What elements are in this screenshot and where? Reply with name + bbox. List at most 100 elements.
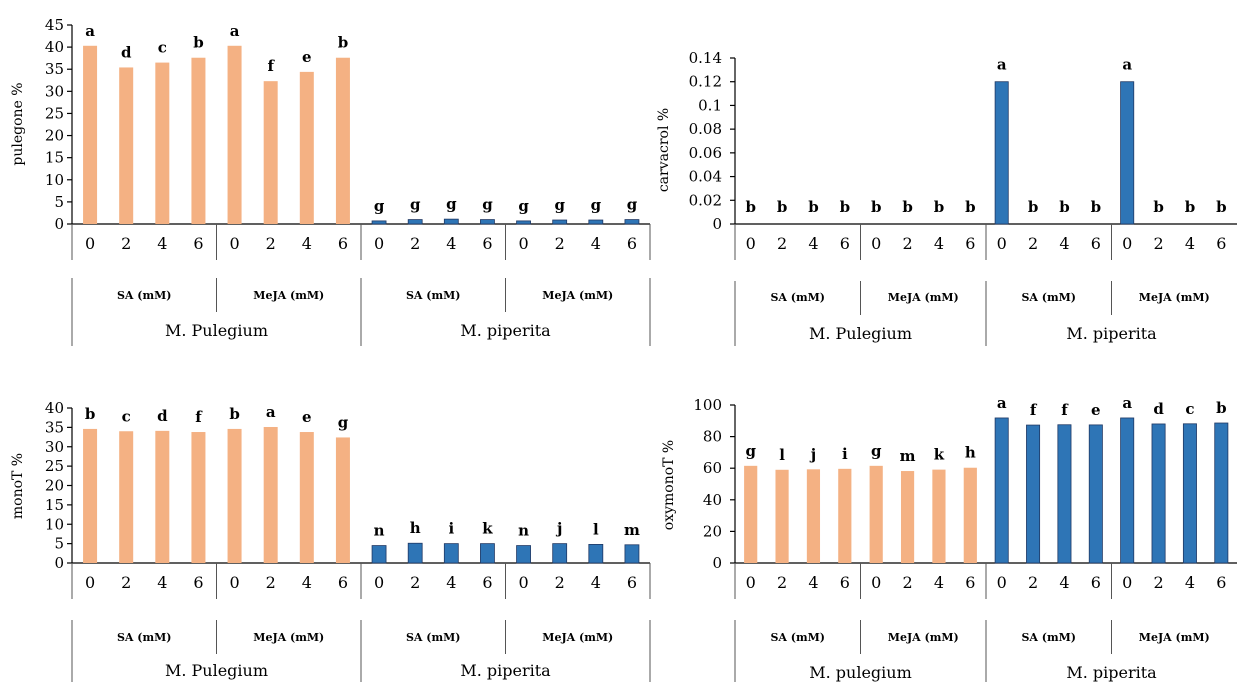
bar bbox=[263, 81, 278, 224]
significance-letter: b bbox=[902, 198, 913, 216]
category-tick-label: 0 bbox=[374, 234, 384, 253]
bar bbox=[83, 45, 98, 225]
bar bbox=[407, 542, 423, 564]
category-tick-label: 4 bbox=[157, 573, 167, 592]
significance-letter: b bbox=[965, 198, 976, 216]
significance-letter: i bbox=[448, 520, 454, 538]
significance-letter: b bbox=[1216, 198, 1227, 216]
bar bbox=[963, 467, 977, 563]
bar bbox=[227, 45, 242, 225]
significance-letter: a bbox=[266, 403, 276, 421]
significance-letter: a bbox=[85, 22, 95, 40]
significance-letter: g bbox=[482, 196, 493, 214]
significance-letter: d bbox=[121, 43, 132, 61]
category-tick-label: 0 bbox=[374, 573, 384, 592]
category-tick-label: 2 bbox=[1028, 573, 1038, 592]
category-tick-label: 0 bbox=[518, 234, 528, 253]
significance-letter: c bbox=[1185, 400, 1194, 418]
category-tick-label: 6 bbox=[840, 234, 850, 253]
y-tick-label: 10 bbox=[45, 515, 64, 533]
bar bbox=[371, 545, 387, 564]
category-tick-label: 0 bbox=[746, 234, 756, 253]
category-tick-label: 2 bbox=[902, 573, 912, 592]
significance-letter: c bbox=[158, 39, 167, 57]
significance-letter: b bbox=[808, 198, 819, 216]
category-tick-label: 6 bbox=[627, 573, 637, 592]
y-tick-label: 30 bbox=[45, 82, 64, 100]
y-tick-label: 40 bbox=[45, 399, 64, 417]
category-tick-label: 4 bbox=[808, 573, 818, 592]
significance-letter: g bbox=[591, 196, 602, 214]
y-tick-label: 45 bbox=[45, 16, 64, 34]
category-tick-label: 6 bbox=[338, 234, 348, 253]
category-tick-label: 0 bbox=[518, 573, 528, 592]
species-label: M. piperita bbox=[1066, 324, 1157, 343]
bar bbox=[480, 543, 495, 564]
significance-letter: a bbox=[1122, 394, 1132, 412]
category-tick-label: 2 bbox=[902, 234, 912, 253]
bar bbox=[335, 57, 350, 225]
category-tick-label: 6 bbox=[1091, 234, 1101, 253]
bar bbox=[1026, 424, 1041, 564]
category-tick-label: 6 bbox=[193, 573, 203, 592]
significance-letter: b bbox=[193, 34, 204, 52]
significance-letter: b bbox=[229, 405, 240, 423]
treatment-label: MeJA (mM) bbox=[542, 631, 613, 644]
category-tick-label: 4 bbox=[446, 573, 456, 592]
category-tick-label: 0 bbox=[997, 234, 1007, 253]
bar bbox=[119, 67, 134, 224]
category-tick-label: 4 bbox=[302, 234, 312, 253]
treatment-label: SA (mM) bbox=[770, 291, 825, 304]
significance-letter: g bbox=[871, 442, 882, 460]
treatment-label: MeJA (mM) bbox=[253, 631, 324, 644]
y-tick-label: 40 bbox=[703, 491, 722, 509]
significance-letter: m bbox=[900, 447, 916, 465]
significance-letter: e bbox=[302, 408, 312, 426]
category-tick-label: 6 bbox=[193, 234, 203, 253]
species-label: M. pulegium bbox=[809, 663, 912, 682]
bar bbox=[480, 219, 495, 225]
significance-letter: k bbox=[482, 520, 493, 538]
category-tick-label: 4 bbox=[1059, 573, 1069, 592]
category-tick-label: 2 bbox=[777, 234, 787, 253]
treatment-label: SA (mM) bbox=[1021, 291, 1076, 304]
significance-letter: g bbox=[627, 196, 638, 214]
significance-letter: g bbox=[745, 442, 756, 460]
bar bbox=[1088, 424, 1103, 564]
treatment-label: SA (mM) bbox=[406, 289, 461, 302]
treatment-label: SA (mM) bbox=[406, 631, 461, 644]
y-tick-label: 40 bbox=[45, 38, 64, 56]
category-tick-label: 0 bbox=[85, 234, 95, 253]
y-tick-label: 0.02 bbox=[689, 191, 722, 209]
treatment-label: MeJA (mM) bbox=[888, 631, 959, 644]
bar bbox=[227, 428, 242, 563]
species-label: M. Pulegium bbox=[809, 324, 912, 343]
significance-letter: f bbox=[267, 57, 275, 75]
significance-letter: b bbox=[777, 198, 788, 216]
bar bbox=[900, 471, 915, 563]
category-tick-label: 2 bbox=[1028, 234, 1038, 253]
y-tick-label: 35 bbox=[45, 60, 64, 78]
y-tick-label: 5 bbox=[54, 193, 64, 211]
y-tick-label: 0.04 bbox=[689, 168, 722, 186]
treatment-label: MeJA (mM) bbox=[1139, 291, 1210, 304]
bar bbox=[299, 432, 314, 563]
y-tick-label: 0 bbox=[54, 215, 64, 233]
y-axis-label: carvacrol % bbox=[656, 108, 672, 192]
category-tick-label: 6 bbox=[627, 234, 637, 253]
significance-letter: l bbox=[779, 446, 785, 464]
significance-letter: f bbox=[1061, 401, 1069, 419]
category-tick-label: 0 bbox=[1122, 234, 1132, 253]
significance-letter: b bbox=[840, 198, 851, 216]
category-tick-label: 4 bbox=[302, 573, 312, 592]
treatment-label: MeJA (mM) bbox=[542, 289, 613, 302]
significance-letter: a bbox=[997, 56, 1007, 74]
category-tick-label: 4 bbox=[157, 234, 167, 253]
category-tick-label: 6 bbox=[965, 573, 975, 592]
significance-letter: l bbox=[593, 520, 599, 538]
y-tick-label: 0 bbox=[54, 554, 64, 572]
y-tick-label: 80 bbox=[703, 428, 722, 446]
bar bbox=[1120, 81, 1135, 225]
bar bbox=[552, 219, 568, 225]
significance-letter: d bbox=[157, 407, 168, 425]
